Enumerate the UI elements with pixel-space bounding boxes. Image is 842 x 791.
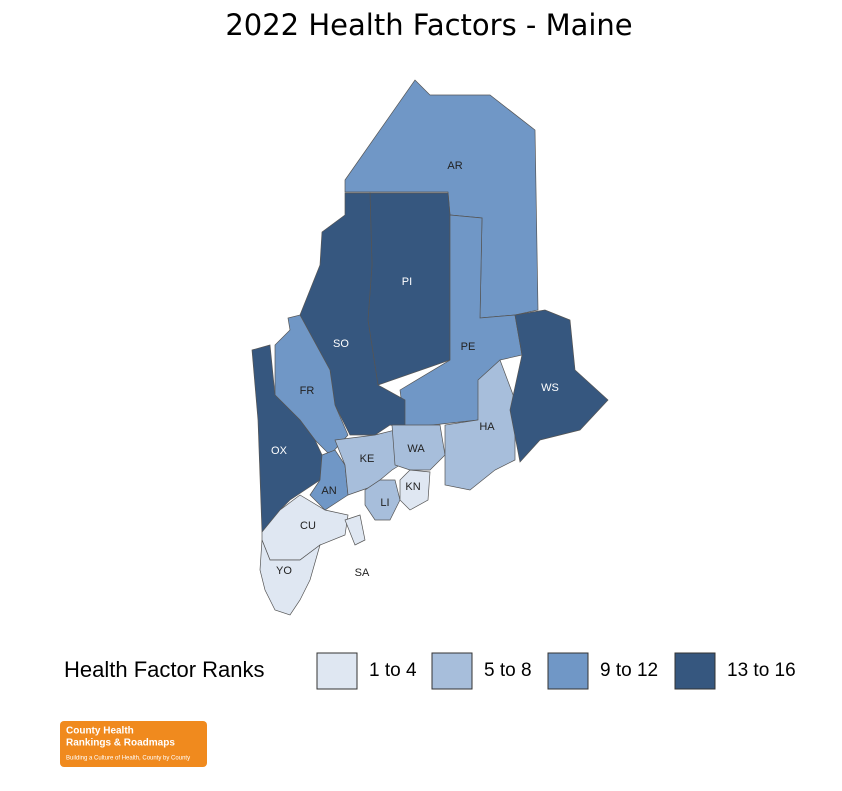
county-shape	[309, 449, 349, 511]
county-label: AN	[321, 485, 336, 497]
county-label: KN	[405, 481, 420, 493]
county-label: OX	[271, 445, 288, 457]
county-label: HA	[479, 421, 495, 433]
logo-badge	[60, 721, 207, 767]
county-label: SA	[355, 567, 370, 579]
county-label: CU	[300, 520, 316, 532]
county-shape	[299, 192, 406, 436]
legend-label: 9 to 12	[600, 660, 658, 681]
county-label: AR	[447, 160, 462, 172]
county-label: PE	[461, 341, 476, 353]
county-shape	[259, 539, 321, 616]
county-label: SO	[333, 338, 349, 350]
legend-swatch	[547, 652, 589, 690]
logo-line: Rankings & Roadmaps	[66, 738, 175, 749]
county-shape	[364, 479, 401, 521]
legend-label: 1 to 4	[369, 660, 417, 681]
county-label: WS	[541, 382, 559, 394]
county-label: LI	[380, 497, 389, 509]
legend-label: 13 to 16	[727, 660, 796, 681]
map-title: 2022 Health Factors - Maine	[225, 8, 632, 42]
county-label: KE	[360, 453, 375, 465]
county-shape	[399, 469, 431, 511]
county-shape	[391, 424, 446, 471]
county-shape	[334, 429, 401, 496]
legend: 1 to 4 5 to 8 9 to 12 13 to 16	[316, 652, 796, 690]
logo-line: County Health	[66, 726, 134, 737]
county-shape	[444, 359, 516, 491]
county-label: FR	[300, 385, 315, 397]
legend-swatch	[431, 652, 473, 690]
county-label: WA	[407, 443, 425, 455]
logo-tagline: Building a Culture of Health, County by …	[66, 756, 190, 762]
county-map: AR PI PE SO FR OX AN KE WA HA WS LI KN CU SA YO	[251, 79, 609, 616]
legend-swatch	[674, 652, 716, 690]
county-label: PI	[402, 276, 412, 288]
county-shape	[344, 514, 366, 546]
county-label: YO	[276, 565, 292, 577]
legend-label: 5 to 8	[484, 660, 532, 681]
county-shape	[509, 309, 609, 463]
legend-swatch	[316, 652, 358, 690]
county-shape	[367, 192, 451, 386]
legend-title: Health Factor Ranks	[64, 657, 265, 682]
